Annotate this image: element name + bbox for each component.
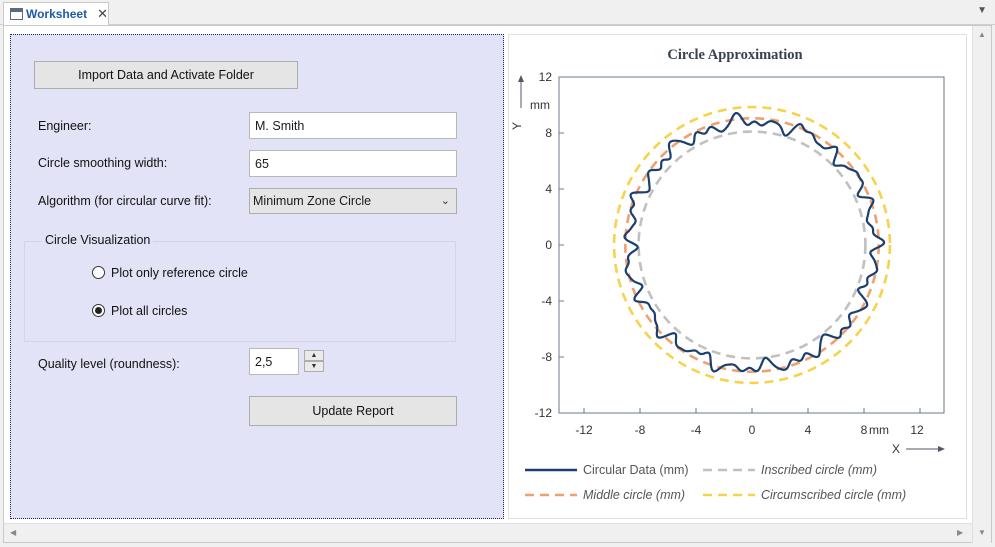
horizontal-scrollbar[interactable]: ◀ ▶: [4, 523, 972, 542]
radio-reference-circle[interactable]: [92, 266, 105, 279]
y-unit: mm: [530, 98, 550, 112]
y-axis: 12 8 4 0 -4 -8 -12: [535, 70, 564, 420]
algorithm-select[interactable]: Minimum Zone Circle ⌄: [249, 188, 457, 214]
x-tick-label: -8: [635, 423, 646, 437]
algorithm-label: Algorithm (for circular curve fit):: [38, 194, 212, 208]
engineer-label: Engineer:: [38, 119, 92, 133]
reference-circle: [637, 130, 867, 360]
stepper-up-icon[interactable]: ▲: [304, 350, 324, 361]
tab-label: Worksheet: [25, 7, 88, 21]
smoothing-width-field[interactable]: 65: [249, 150, 457, 177]
legend-label: Circular Data (mm): [583, 463, 689, 477]
quality-label: Quality level (roundness):: [38, 357, 180, 371]
x-tick-label: 4: [805, 423, 812, 437]
smoothing-label: Circle smoothing width:: [38, 156, 168, 170]
x-tick-label: 0: [749, 423, 756, 437]
chart-legend: Circular Data (mm) Inscribed circle (mm) M…: [525, 463, 906, 502]
legend-label: Inscribed circle (mm): [761, 463, 877, 477]
scroll-right-icon[interactable]: ▶: [957, 528, 964, 537]
scroll-up-icon[interactable]: ▲: [978, 30, 986, 39]
engineer-field[interactable]: M. Smith: [249, 112, 457, 139]
reference-circle: [612, 105, 892, 385]
quality-stepper[interactable]: ▲ ▼: [304, 350, 324, 373]
plot-frame: [558, 76, 945, 414]
scroll-down-icon[interactable]: ▼: [978, 528, 986, 537]
legend-label: Circumscribed circle (mm): [761, 488, 906, 502]
tab-bar: Worksheet ✕ ▼: [0, 0, 995, 25]
scroll-left-icon[interactable]: ◀: [10, 528, 17, 537]
x-tick-label: -12: [575, 423, 593, 437]
tab-worksheet[interactable]: Worksheet ✕: [3, 2, 109, 25]
chevron-down-icon[interactable]: ▼: [977, 5, 987, 16]
x-unit: mm: [869, 423, 889, 437]
x-arrow-head-icon: [938, 446, 945, 452]
group-title: Circle Visualization: [42, 233, 154, 247]
y-tick-label: 12: [539, 70, 553, 84]
plot-series: [612, 105, 892, 385]
legend-label: Middle circle (mm): [583, 488, 685, 502]
update-report-button[interactable]: Update Report: [249, 396, 457, 426]
worksheet-icon: [10, 8, 23, 20]
x-tick-label: 12: [910, 423, 924, 437]
x-axis: -12 -8 -4 0 4 8 12: [575, 408, 924, 437]
chart-title: Circle Approximation: [667, 47, 802, 63]
x-tick-label: 8: [861, 423, 868, 437]
radio-all-circles[interactable]: [92, 304, 105, 317]
y-tick-label: -12: [535, 406, 553, 420]
import-data-button[interactable]: Import Data and Activate Folder: [34, 61, 298, 89]
chevron-down-icon: ⌄: [440, 195, 450, 207]
y-tick-label: 0: [545, 238, 552, 252]
y-arrow-head-icon: [518, 75, 524, 82]
chart-area: [508, 34, 967, 519]
circular-data-line: [623, 112, 886, 373]
y-axis-label: Y: [510, 122, 524, 130]
close-icon[interactable]: ✕: [97, 6, 108, 21]
quality-level-field[interactable]: 2,5: [249, 348, 299, 375]
y-tick-label: 4: [545, 182, 552, 196]
y-tick-label: -4: [541, 294, 552, 308]
algorithm-select-value: Minimum Zone Circle: [253, 194, 372, 208]
radio-reference-label: Plot only reference circle: [111, 266, 248, 280]
circle-visualization-group: [24, 241, 456, 342]
y-tick-label: 8: [545, 126, 552, 140]
x-tick-label: -4: [691, 423, 702, 437]
reference-circle: [623, 117, 880, 373]
x-axis-label: X: [892, 442, 900, 456]
vertical-scrollbar[interactable]: ▲ ▼: [972, 26, 991, 543]
stepper-down-icon[interactable]: ▼: [304, 361, 324, 372]
y-tick-label: -8: [541, 350, 552, 364]
radio-all-label: Plot all circles: [111, 304, 188, 318]
